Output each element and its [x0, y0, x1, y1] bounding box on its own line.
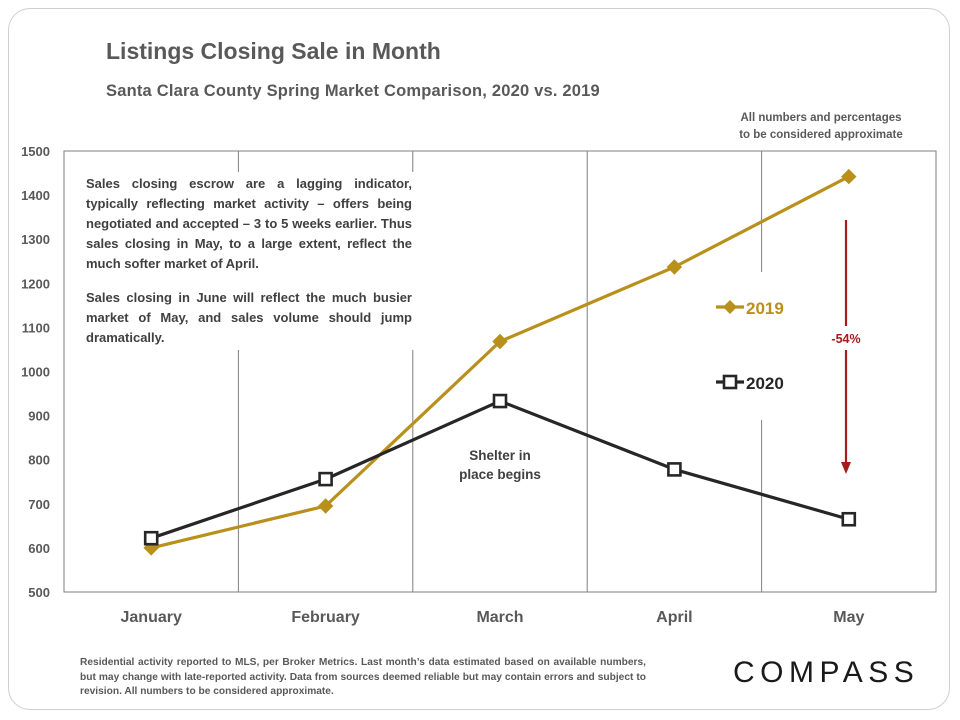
x-tick-label: May	[833, 609, 864, 626]
change-percent-label: -54%	[831, 332, 860, 346]
legend-marker-2019	[723, 300, 737, 314]
x-tick-label: January	[121, 609, 182, 626]
y-tick-label: 1500	[21, 144, 50, 159]
data-point-2020	[143, 530, 159, 546]
change-arrow-head	[841, 462, 851, 474]
chart-title: Listings Closing Sale in Month	[106, 38, 441, 64]
chart-grid	[63, 150, 937, 593]
y-tick-label: 1400	[21, 188, 50, 203]
data-point-2020	[318, 471, 333, 487]
footnote: Residential activity reported to MLS, pe…	[80, 657, 646, 697]
chart-series	[143, 168, 857, 556]
chart-axes: 500 600 700 800 900 1000 1100 1200 1300 1400 1500 J…	[21, 144, 864, 626]
chart-subtitle: Santa Clara County Spring Market Compari…	[106, 82, 600, 100]
shelter-in-place-label: Shelter in place begins	[440, 446, 560, 484]
data-point-2019	[841, 168, 857, 185]
legend-label-2020: 2020	[746, 374, 784, 393]
y-tick-label: 500	[28, 585, 50, 600]
legend-background	[706, 272, 804, 420]
y-tick-label: 700	[28, 497, 50, 512]
lagging-indicator-annotation: Sales closing escrow are a lagging indic…	[82, 172, 416, 350]
y-tick-label: 1200	[21, 276, 50, 291]
shelter-in-place-line2: place begins	[459, 467, 541, 482]
data-point-2020	[667, 462, 682, 477]
x-tick-label: April	[656, 609, 692, 626]
annotation-paragraph-1: Sales closing escrow are a lagging indic…	[86, 176, 412, 271]
x-tick-label: March	[476, 609, 523, 626]
data-point-2019	[666, 259, 683, 275]
y-tick-label: 800	[28, 453, 50, 468]
data-point-2020	[492, 393, 508, 409]
chart-legend: 2019 2020	[706, 272, 804, 420]
data-point-2019	[492, 333, 508, 350]
compass-logo: COMPASS	[733, 656, 920, 689]
legend-label-2019: 2019	[746, 299, 784, 318]
y-tick-label: 1000	[21, 365, 50, 380]
annotation-paragraph-2: Sales closing in June will reflect the m…	[86, 290, 412, 345]
data-point-2020	[841, 511, 857, 527]
x-tick-label: February	[291, 609, 360, 626]
plot-area-border	[63, 150, 937, 593]
y-tick-label: 1100	[22, 320, 50, 335]
data-point-2019	[317, 498, 334, 514]
y-tick-label: 1300	[21, 232, 50, 247]
y-tick-label: 900	[28, 409, 50, 424]
slide-frame	[8, 8, 950, 710]
legend-marker-2020	[722, 374, 738, 390]
y-tick-label: 600	[28, 541, 50, 556]
approximate-note-line2: to be considered approximate	[739, 129, 903, 141]
shelter-in-place-line1: Shelter in	[469, 448, 531, 463]
approximate-note-line1: All numbers and percentages	[740, 112, 902, 124]
approximate-note: All numbers and percentages to be consid…	[728, 110, 914, 144]
change-arrow: -54%	[831, 220, 861, 474]
